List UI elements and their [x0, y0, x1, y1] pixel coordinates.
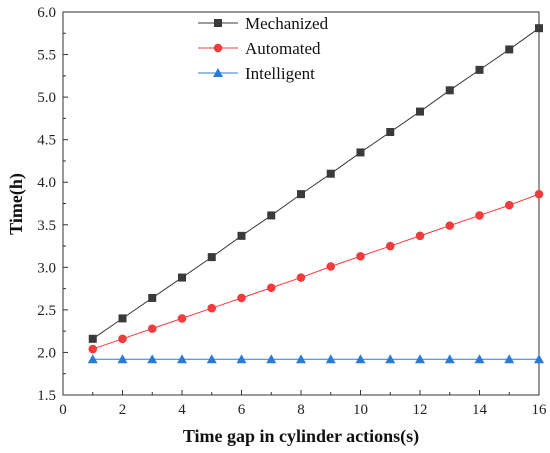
data-point [415, 354, 425, 364]
y-tick-label: 2.0 [37, 345, 56, 361]
data-point [297, 190, 305, 199]
data-point [296, 273, 306, 282]
legend-marker [214, 19, 222, 27]
data-point [535, 24, 543, 33]
series-line [92, 193, 540, 350]
data-point [266, 354, 277, 364]
data-point [534, 189, 544, 199]
data-point [236, 354, 247, 364]
data-point [87, 354, 98, 364]
data-point [385, 354, 396, 364]
legend-item: Intelligent [198, 64, 315, 83]
data-point [267, 211, 276, 220]
data-point [237, 231, 246, 240]
data-point [504, 354, 515, 364]
x-tick-label: 6 [238, 402, 246, 418]
data-point [415, 231, 425, 241]
x-axis-title: Time gap in cylinder actions(s) [183, 426, 419, 447]
data-point [148, 293, 157, 302]
y-tick-label: 6.0 [37, 5, 56, 21]
data-point [474, 354, 485, 364]
series-mechanized [88, 24, 543, 343]
y-tick-label: 3.5 [37, 218, 56, 234]
data-point [88, 344, 98, 354]
legend-marker [213, 43, 223, 53]
y-tick-label: 3.0 [37, 260, 56, 276]
y-axis: 1.5 2.0 2.5 3.0 3.5 4.0 4.5 5.0 5.5 6.0 [37, 5, 68, 404]
data-point [325, 354, 336, 364]
legend: Mechanized Automated Intelligent [198, 14, 329, 83]
legend-label: Intelligent [245, 64, 315, 83]
data-point [118, 314, 127, 323]
data-point [445, 86, 454, 95]
x-tick-label: 10 [353, 402, 368, 418]
data-point [356, 251, 365, 261]
data-point [475, 65, 484, 74]
series-intelligent [87, 354, 544, 364]
data-point [385, 241, 395, 251]
series-automated [88, 189, 544, 354]
data-point [326, 169, 335, 178]
data-point [178, 273, 186, 282]
x-tick-label: 14 [472, 402, 488, 418]
x-tick-label: 2 [119, 402, 127, 418]
data-point [416, 107, 424, 116]
series-layer [87, 24, 544, 364]
x-tick-label: 16 [532, 402, 548, 418]
y-tick-label: 2.5 [37, 303, 56, 319]
data-point [444, 354, 455, 364]
series-line [92, 27, 540, 340]
data-point [207, 253, 216, 262]
data-point [266, 283, 276, 293]
data-point [118, 334, 127, 344]
data-point [505, 45, 514, 54]
data-point [326, 262, 336, 271]
data-point [88, 334, 97, 343]
data-point [177, 354, 187, 364]
data-point [355, 354, 366, 364]
legend-item: Automated [198, 39, 321, 58]
y-tick-label: 1.5 [37, 388, 56, 404]
x-axis: 0 2 4 6 8 10 12 14 16 [59, 390, 547, 418]
data-point [177, 314, 187, 323]
legend-label: Mechanized [245, 14, 329, 33]
data-point [207, 303, 217, 313]
data-point [237, 293, 246, 303]
data-point [117, 354, 128, 364]
x-tick-label: 8 [297, 402, 305, 418]
data-point [445, 221, 455, 230]
y-axis-title: Time(h) [6, 173, 27, 235]
data-point [534, 354, 544, 364]
data-point [206, 354, 217, 364]
y-tick-label: 5.0 [37, 90, 56, 106]
x-tick-label: 0 [59, 402, 67, 418]
data-point [356, 148, 365, 157]
data-point [386, 128, 395, 137]
legend-marker [213, 68, 223, 77]
legend-item: Mechanized [198, 14, 329, 33]
x-tick-label: 12 [413, 402, 428, 418]
data-point [147, 324, 157, 333]
legend-label: Automated [245, 39, 321, 58]
data-point [296, 354, 306, 364]
x-tick-label: 4 [178, 402, 186, 418]
data-point [147, 354, 158, 364]
data-point [504, 200, 514, 210]
y-tick-label: 4.0 [37, 175, 56, 191]
data-point [475, 211, 484, 220]
y-tick-label: 4.5 [37, 133, 56, 149]
y-tick-label: 5.5 [37, 48, 56, 64]
